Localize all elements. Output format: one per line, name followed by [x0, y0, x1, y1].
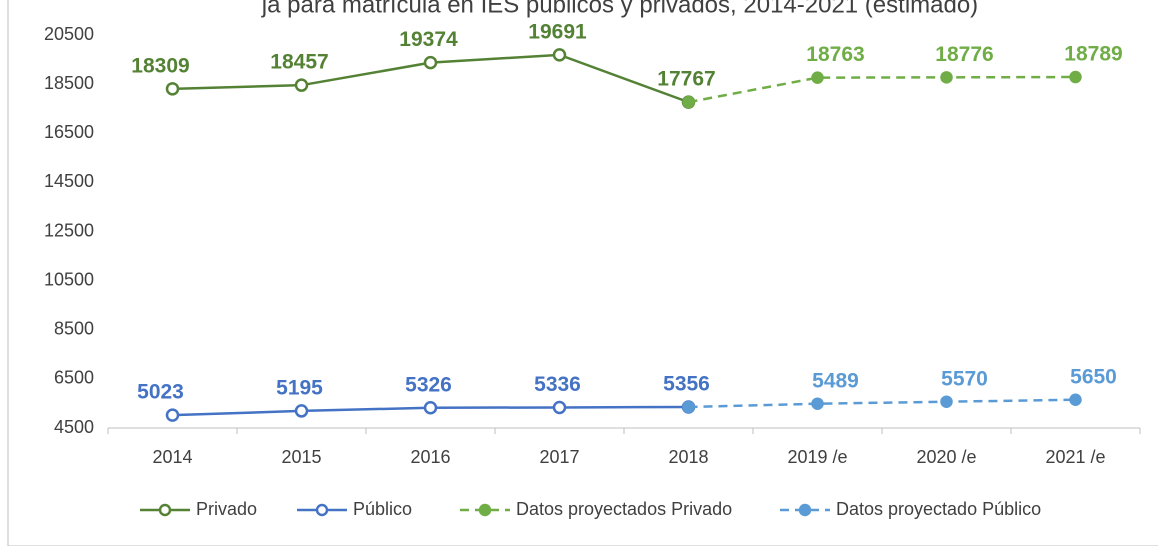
- data-point: [552, 48, 567, 62]
- data-point: [552, 400, 567, 415]
- y-tick-label: 6500: [54, 368, 94, 388]
- data-label: 17767: [657, 68, 715, 91]
- legend-label: Privado: [196, 499, 257, 519]
- legend-label: Datos proyectados Privado: [516, 499, 732, 519]
- x-tick-label: 2021 /e: [1045, 447, 1105, 467]
- data-label: 5336: [534, 373, 581, 396]
- data-point: [165, 408, 180, 422]
- data-point: [423, 55, 438, 70]
- data-point: [940, 71, 953, 84]
- y-tick-label: 4500: [54, 417, 94, 437]
- x-tick-label: 2017: [539, 447, 579, 467]
- data-label: 5195: [276, 376, 323, 399]
- legend-marker: [798, 503, 812, 517]
- legend-marker: [315, 503, 329, 517]
- data-label: 18763: [806, 43, 864, 66]
- legend-label: Público: [353, 499, 412, 519]
- data-point: [165, 82, 180, 96]
- y-tick-label: 20500: [44, 24, 94, 44]
- data-label: 5650: [1070, 365, 1117, 388]
- data-point: [682, 95, 695, 109]
- series-line: [688, 398, 1076, 409]
- x-tick-label: 2016: [410, 447, 450, 467]
- data-label: 5570: [941, 367, 988, 390]
- data-point: [1069, 393, 1082, 407]
- data-point: [294, 404, 309, 418]
- y-tick-label: 18500: [44, 73, 94, 93]
- chart-border: [7, 0, 1158, 546]
- chart-title: ja para matrícula en IES públicos y priv…: [261, 0, 978, 18]
- data-label: 18457: [270, 51, 328, 74]
- data-point: [423, 400, 438, 415]
- x-tick-label: 2014: [152, 447, 192, 467]
- x-tick-label: 2015: [281, 447, 321, 467]
- legend-marker: [478, 503, 492, 517]
- data-label: 18776: [935, 43, 993, 66]
- y-tick-label: 8500: [54, 319, 94, 339]
- y-tick-label: 14500: [44, 171, 94, 191]
- data-label: 19691: [528, 20, 587, 43]
- data-label: 5489: [812, 369, 859, 392]
- data-point: [940, 395, 953, 408]
- data-label: 5326: [405, 373, 452, 396]
- data-label: 5356: [663, 373, 710, 396]
- y-tick-label: 12500: [44, 220, 94, 240]
- data-label: 18309: [131, 54, 189, 77]
- data-label: 19374: [399, 28, 458, 51]
- data-point: [811, 71, 824, 84]
- legend-label: Datos proyectado Público: [836, 499, 1041, 519]
- data-label: 18789: [1064, 43, 1122, 66]
- x-tick-label: 2019 /e: [787, 447, 847, 467]
- series-line: [688, 75, 1076, 104]
- legend-marker: [158, 503, 172, 517]
- x-tick-label: 2018: [668, 447, 708, 467]
- y-tick-label: 16500: [44, 122, 94, 142]
- data-point: [294, 78, 309, 92]
- data-point: [682, 400, 695, 414]
- y-tick-label: 10500: [44, 269, 94, 289]
- data-point: [1069, 70, 1082, 84]
- x-tick-label: 2020 /e: [916, 447, 976, 467]
- data-label: 5023: [137, 381, 184, 404]
- data-point: [811, 397, 824, 410]
